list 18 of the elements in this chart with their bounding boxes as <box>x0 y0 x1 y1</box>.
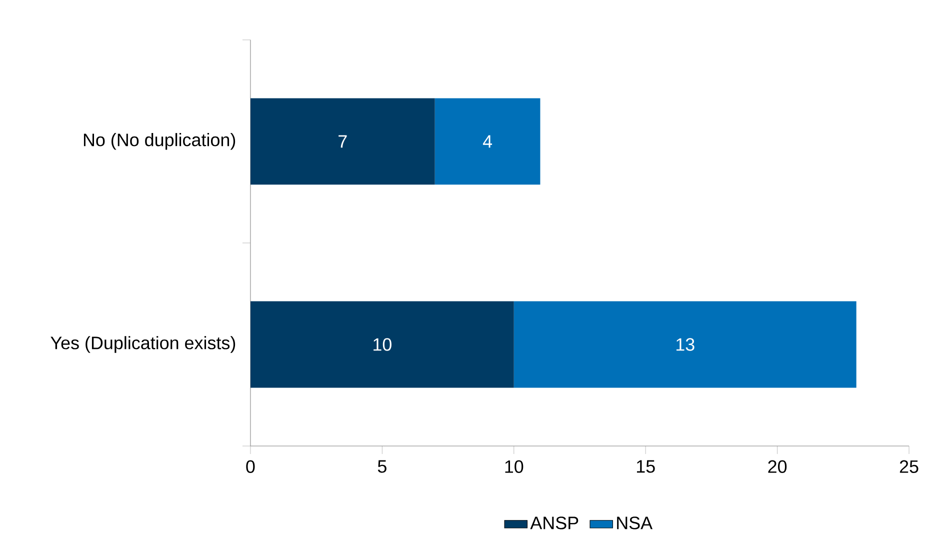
data-label: 10 <box>374 338 392 351</box>
x-tick-label: 20 <box>768 460 787 473</box>
data-label: 7 <box>338 135 347 148</box>
data-label: 4 <box>482 135 492 148</box>
x-tick-label: 15 <box>636 460 655 473</box>
bar <box>250 301 514 388</box>
x-tick-label: 0 <box>246 460 255 473</box>
legend-label: NSA <box>617 516 653 530</box>
bar <box>434 98 540 185</box>
legend-label: ANSP <box>530 516 578 530</box>
x-tick-label: 5 <box>378 460 386 473</box>
x-tick-label: 25 <box>900 460 918 473</box>
bar <box>514 301 856 388</box>
y-tick-label: No (No duplication) <box>84 132 236 150</box>
data-label: 13 <box>676 338 694 351</box>
y-tick-label: Yes (Duplication exists) <box>50 336 236 353</box>
x-tick-label: 10 <box>505 460 524 473</box>
bar <box>250 98 435 185</box>
